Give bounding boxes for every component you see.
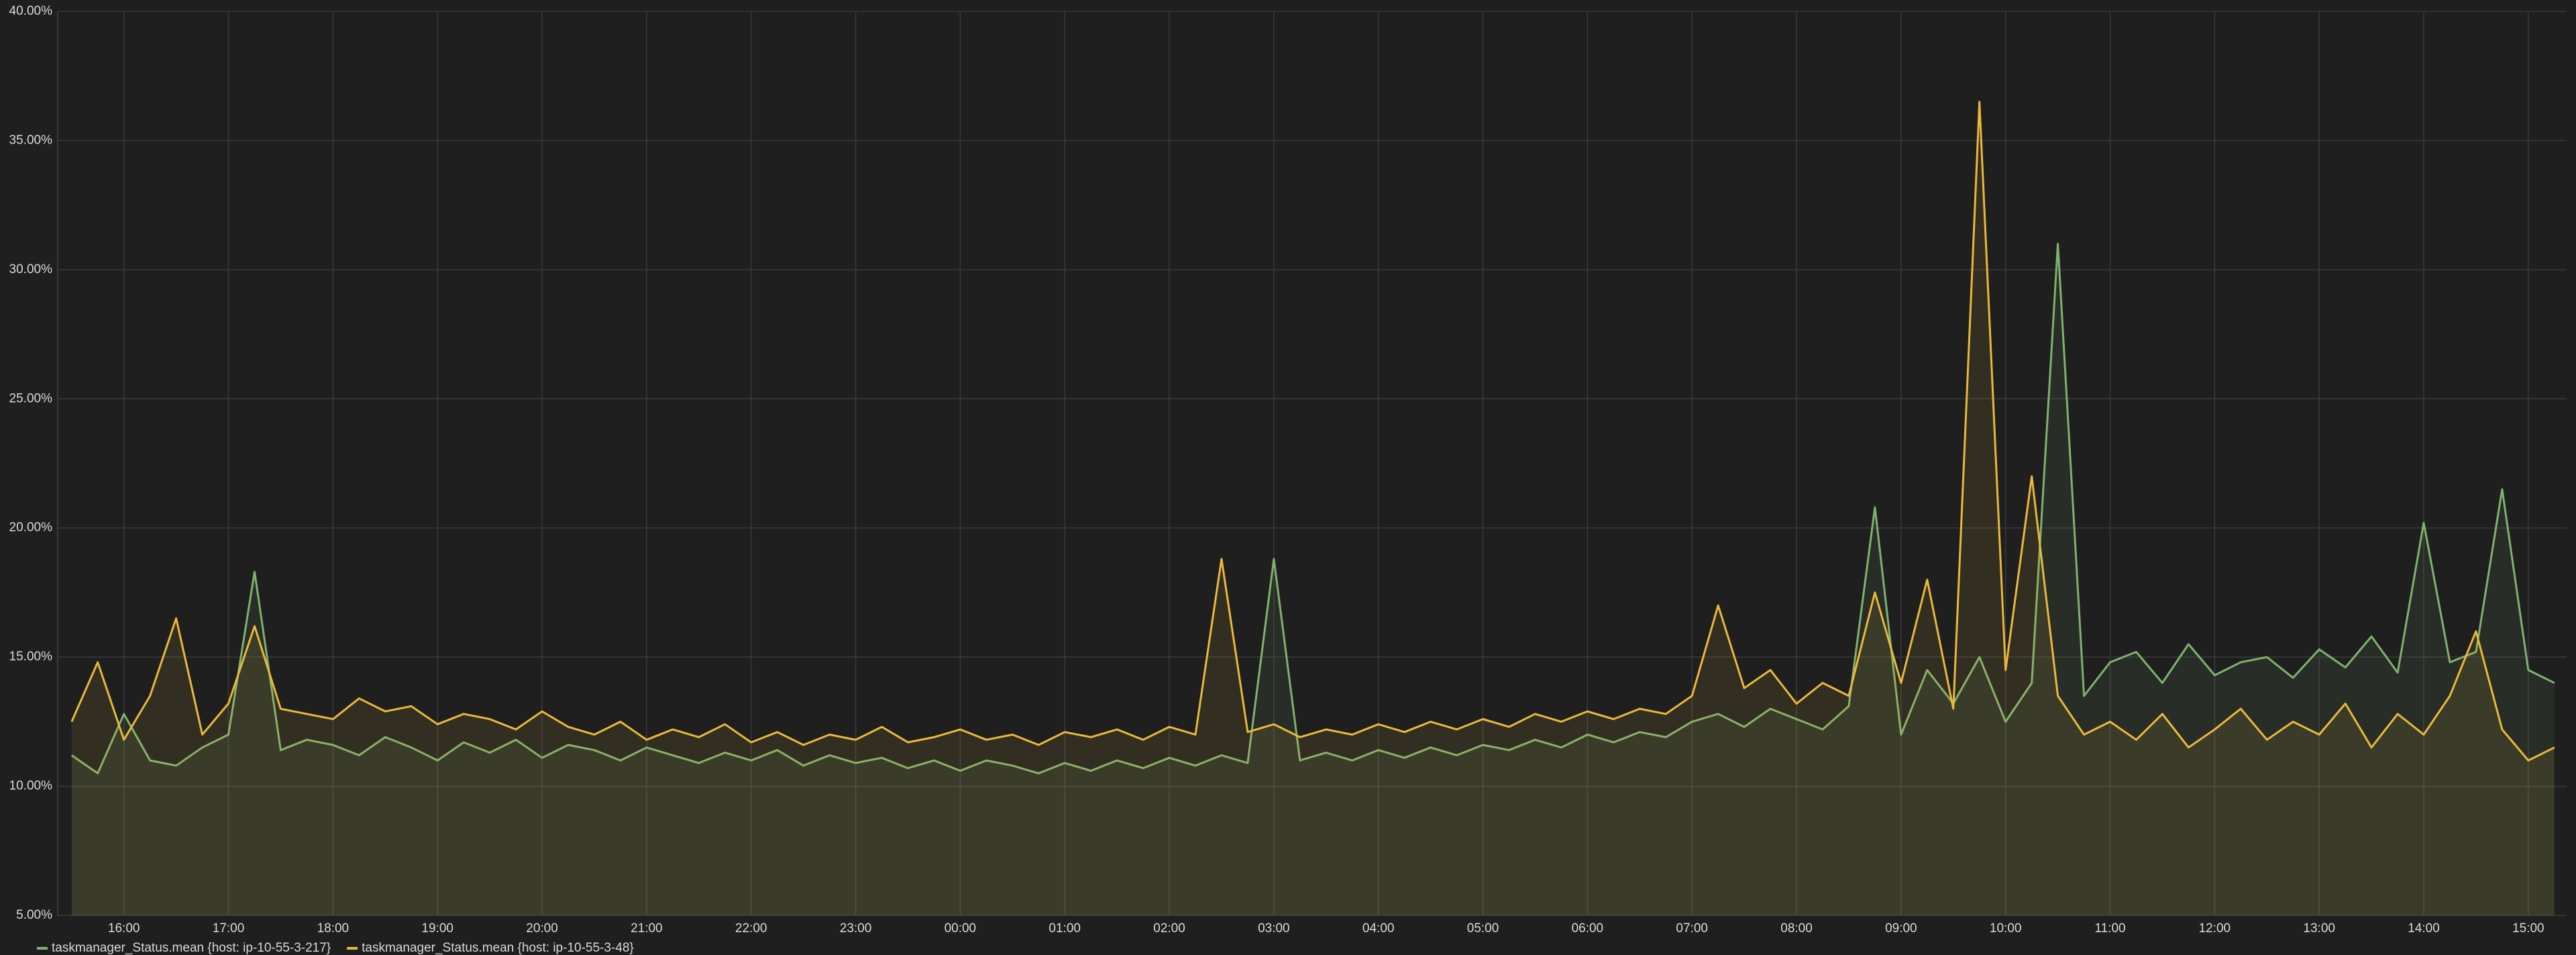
x-tick-label: 23:00	[840, 921, 872, 936]
x-tick-label: 00:00	[945, 921, 977, 936]
x-tick-label: 11:00	[2094, 921, 2125, 936]
x-tick-label: 07:00	[1676, 921, 1708, 936]
x-tick-label: 03:00	[1258, 921, 1290, 936]
y-tick-label: 20.00%	[9, 521, 53, 535]
series-area	[71, 101, 2555, 916]
x-tick-label: 08:00	[1780, 921, 1813, 936]
x-tick-label: 18:00	[317, 921, 350, 936]
x-tick-label: 09:00	[1885, 921, 1917, 936]
y-tick-label: 35.00%	[9, 133, 53, 147]
x-tick-label: 12:00	[2199, 921, 2231, 936]
series-line	[70, 101, 2555, 762]
y-tick-label: 25.00%	[9, 391, 53, 405]
x-tick-label: 21:00	[631, 921, 663, 936]
x-tick-label: 17:00	[213, 921, 245, 936]
legend-label: taskmanager_Status.mean {host: ip-10-55-…	[52, 941, 331, 955]
series-line	[70, 242, 2555, 774]
x-tick-label: 19:00	[421, 921, 453, 936]
x-tick-label: 14:00	[2408, 921, 2440, 936]
x-tick-label: 02:00	[1153, 921, 1185, 936]
x-tick-label: 13:00	[2303, 921, 2335, 936]
x-tick-label: 04:00	[1362, 921, 1395, 936]
x-tick-label: 05:00	[1467, 921, 1499, 936]
x-tick-label: 10:00	[1990, 921, 2022, 936]
x-tick-label: 16:00	[108, 921, 140, 936]
legend-item: taskmanager_Status.mean {host: ip-10-55-…	[347, 941, 634, 955]
x-tick-label: 06:00	[1572, 921, 1604, 936]
y-tick-label: 40.00%	[9, 4, 53, 18]
x-tick-label: 22:00	[735, 921, 767, 936]
legend-label: taskmanager_Status.mean {host: ip-10-55-…	[362, 941, 634, 955]
x-tick-label: 01:00	[1049, 921, 1081, 936]
y-tick-label: 10.00%	[9, 779, 53, 793]
series-area	[71, 244, 2555, 915]
x-tick-label: 15:00	[2512, 921, 2544, 936]
legend-item: taskmanager_Status.mean {host: ip-10-55-…	[37, 941, 331, 955]
x-tick-label: 20:00	[526, 921, 558, 936]
y-tick-label: 30.00%	[9, 262, 53, 277]
y-tick-label: 5.00%	[16, 908, 52, 922]
y-tick-label: 15.00%	[9, 650, 53, 664]
